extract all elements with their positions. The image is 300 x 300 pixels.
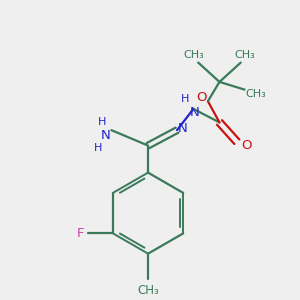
Text: O: O xyxy=(196,91,206,104)
Text: H: H xyxy=(98,117,106,128)
Text: CH₃: CH₃ xyxy=(246,89,266,99)
Text: H: H xyxy=(181,94,189,104)
Text: O: O xyxy=(241,139,252,152)
Text: N: N xyxy=(190,106,199,119)
Text: CH₃: CH₃ xyxy=(234,50,255,60)
Text: N: N xyxy=(101,129,110,142)
Text: N: N xyxy=(178,122,188,135)
Text: CH₃: CH₃ xyxy=(137,284,159,297)
Text: H: H xyxy=(94,142,102,152)
Text: F: F xyxy=(76,227,84,240)
Text: CH₃: CH₃ xyxy=(183,50,204,60)
